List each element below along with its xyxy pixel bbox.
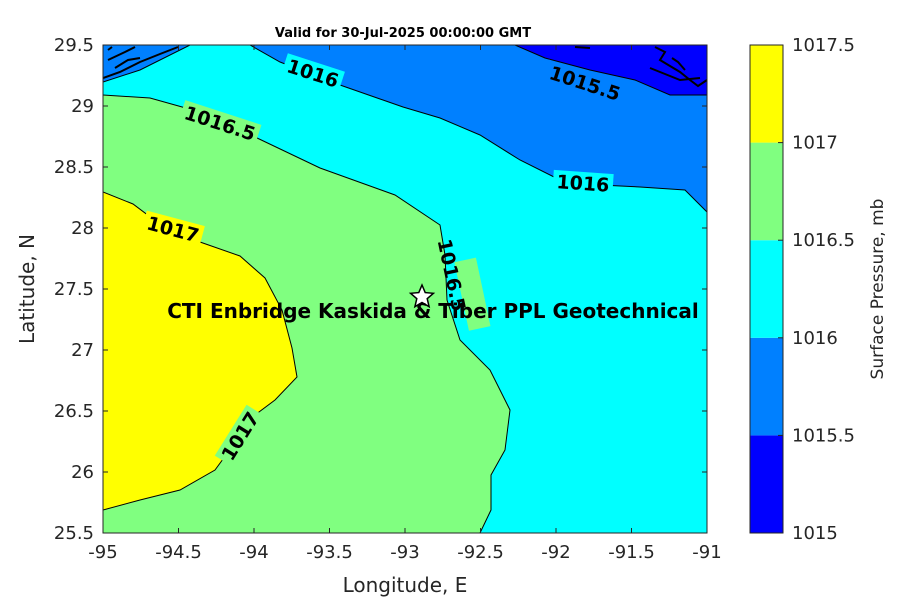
- x-tick-label: -94.5: [155, 542, 202, 563]
- x-tick-label: -94: [239, 542, 268, 563]
- y-tick-label: 28.5: [54, 157, 94, 178]
- y-tick-label: 25.5: [54, 523, 94, 544]
- x-tick-label: -95: [88, 542, 117, 563]
- contour-line-1016-corner: [103, 45, 191, 83]
- y-tick-label: 29: [71, 96, 94, 117]
- y-tick-label: 27.5: [54, 279, 94, 300]
- colorbar-label: Surface Pressure, mb: [868, 199, 888, 380]
- colorbar-frame: [749, 44, 784, 534]
- chart-title: Valid for 30-Jul-2025 00:00:00 GMT: [275, 26, 531, 41]
- colorbar: 1015 1015.5 1016 1016.5 1017 1017.5: [749, 35, 855, 544]
- x-axis: -95 -94.5 -94 -93.5 -93 -92.5 -92 -91.5 -91: [88, 45, 722, 563]
- x-tick-label: -93.5: [306, 542, 353, 563]
- colorbar-tick-label: 1016.5: [792, 230, 855, 251]
- colorbar-swatch: [750, 240, 783, 338]
- colorbar-swatch: [750, 142, 783, 241]
- y-tick-label: 27: [71, 340, 94, 361]
- colorbar-tick-label: 1017.5: [792, 35, 855, 56]
- colorbar-tick-label: 1015: [792, 523, 838, 544]
- x-axis-label: Longitude, E: [343, 573, 468, 597]
- region-1017: [103, 192, 297, 510]
- region-1015: [515, 45, 707, 95]
- site-annotation: CTI Enbridge Kaskida & Tiber PPL Geotech…: [167, 299, 699, 323]
- site-star-marker: [408, 283, 436, 309]
- region-1015-5-corner: [103, 45, 190, 82]
- colorbar-tick-label: 1017: [792, 133, 838, 154]
- y-tick-label: 26.5: [54, 401, 94, 422]
- y-tick-label: 29.5: [54, 35, 94, 56]
- y-tick-label: 26: [71, 462, 94, 483]
- x-tick-label: -91: [692, 542, 721, 563]
- y-axis-label: Latitude, N: [15, 234, 39, 344]
- colorbar-swatch: [750, 435, 783, 533]
- x-tick-label: -91.5: [608, 542, 655, 563]
- x-tick-label: -92.5: [457, 542, 504, 563]
- x-tick-label: -92: [541, 542, 570, 563]
- y-axis: 29.5 29 28.5 28 27.5 27 26.5 26 25.5: [54, 35, 707, 544]
- x-tick-label: -93: [390, 542, 419, 563]
- contour-line-1015-5: [514, 45, 707, 96]
- colorbar-tick-label: 1015.5: [792, 425, 855, 446]
- colorbar-tick-label: 1016: [792, 328, 838, 349]
- y-tick-label: 28: [71, 218, 94, 239]
- colorbar-swatch: [750, 45, 783, 143]
- contour-label-1016-right: 1016: [556, 171, 610, 197]
- colorbar-swatch: [750, 337, 783, 436]
- coastline: [103, 46, 707, 88]
